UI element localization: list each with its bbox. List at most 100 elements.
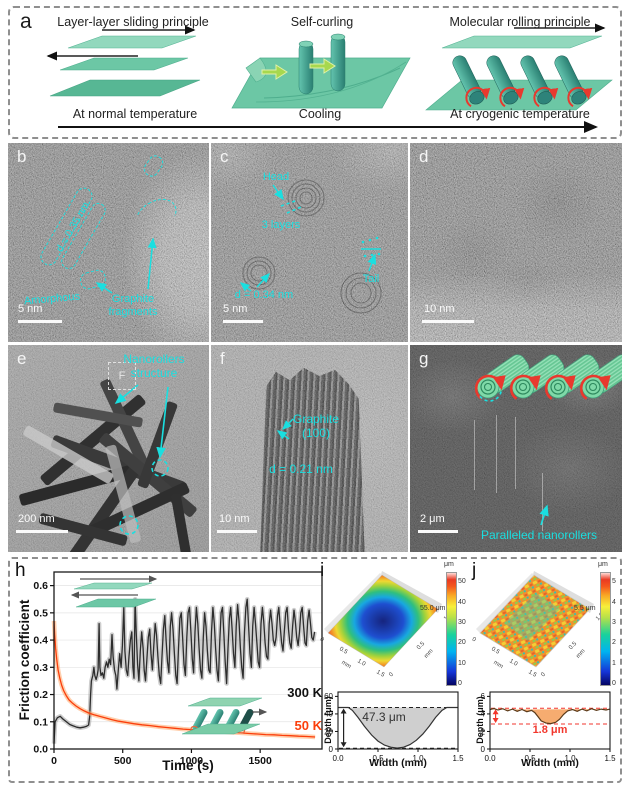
surface-3d-i <box>324 571 442 668</box>
sheet-middle <box>59 57 189 71</box>
x-tick-label: 1500 <box>248 755 272 767</box>
green-nanorollers <box>474 354 622 402</box>
head-arrow-icon <box>272 184 284 201</box>
colorbar-tick-label: 0 <box>612 680 616 687</box>
y-tick-label: 0.2 <box>33 689 48 701</box>
y-tick-label: 2 <box>481 727 486 736</box>
y-tick-label: 40 <box>324 710 333 719</box>
colorbar-tick-label: 30 <box>458 618 466 626</box>
profile-i-x-label: Width (mm) <box>369 757 427 769</box>
arrowhead-up-icon <box>340 708 347 714</box>
axis-tick-label: 1.0 <box>356 657 367 668</box>
schematic-title-sliding: Layer-layer sliding principle <box>57 15 209 29</box>
tail-annotation: Tail <box>362 273 380 285</box>
axis-tick-label: 0.5 <box>337 646 348 657</box>
axis-tick-label: 1.5 <box>375 669 386 679</box>
friction-chart: 0 500 1000 1500 0.0 0.1 0.2 0.3 0.4 0.5 0.6 <box>33 571 323 767</box>
schematic-title-rolling: Molecular rolling principle <box>449 15 591 29</box>
profile-trace <box>489 707 611 725</box>
series-label-300K: 300 K <box>287 685 322 700</box>
x-tick-label: 0.5 <box>524 754 536 763</box>
tail-arrow-icon <box>367 253 377 272</box>
plot-frame <box>53 571 323 750</box>
sheet-top <box>67 35 197 49</box>
series-line <box>53 598 316 744</box>
sheet-bottom <box>49 79 201 97</box>
colorbar-i <box>446 572 457 686</box>
x-tick-label: 500 <box>114 755 132 767</box>
tail-dots <box>361 236 381 258</box>
head-dash-mark <box>286 206 302 214</box>
friction-x-axis-label: Time (s) <box>162 758 214 773</box>
axis-tick-label: 1.5 <box>527 669 538 679</box>
rotation-arrow-icon <box>465 86 491 108</box>
caption-normal-temp: At normal temperature <box>72 107 198 121</box>
y-tick-label: 0.1 <box>33 716 48 728</box>
y-tick-label: 0.3 <box>33 662 48 674</box>
colorbar-tick-label: 1 <box>612 659 616 667</box>
colorbar-i-title: μm <box>444 561 454 568</box>
x-tick-label: 1.5 <box>604 754 616 763</box>
panel-d-label: d <box>419 147 429 166</box>
axis-unit-label: mm <box>575 648 587 660</box>
parallel-arrow-icon <box>539 504 549 526</box>
axis-tick-label: 0 <box>540 671 548 679</box>
series-label-50K: 50 K <box>294 718 322 733</box>
schematic-title-curling: Self-curling <box>290 15 354 29</box>
colorbar-tick-label: 5 <box>612 578 616 586</box>
fragment-arrow-icon <box>147 237 157 290</box>
panel-d-micrograph: d 10 nm <box>410 143 622 342</box>
nanoroller-cylinders <box>452 55 593 108</box>
x-tick-label: 1.0 <box>564 754 576 763</box>
scale-bar-text: 10 nm <box>219 513 250 525</box>
profile-j-y-label: Depth (μm) <box>475 696 485 744</box>
scale-bar <box>418 530 458 533</box>
scale-bar-text: 200 nm <box>18 513 55 525</box>
x-tick-label: 1.0 <box>412 754 424 763</box>
y-tick-label: 6 <box>481 692 486 701</box>
plot-frame <box>337 691 459 750</box>
d-spacing-annotation: d = 0.21 nm <box>269 462 333 476</box>
panel-a-label: a <box>20 10 32 33</box>
caption-cooling: Cooling <box>298 107 342 121</box>
caption-cryo-temp: At cryogenic temperature <box>450 107 590 121</box>
profile-i-y-label: Depth (μm) <box>323 696 333 744</box>
y-tick-label: 4 <box>481 710 486 719</box>
plot-frame <box>489 691 611 750</box>
colorbar-tick-label: 4 <box>612 598 616 606</box>
wear-profile-j: 0.0 0.5 1.0 1.5 0 2 4 6 <box>481 691 616 763</box>
head-annotation: Head <box>262 171 290 183</box>
spacing-arrow-icon <box>256 272 270 288</box>
panel-c-label: c <box>220 147 229 166</box>
curl-roll <box>330 34 346 92</box>
wear-depth-annotation-j: 1.8 μm <box>532 724 568 736</box>
axis-unit-label: mm <box>492 659 504 671</box>
surface-3d-j <box>476 571 594 668</box>
panel-e-micrograph: e F Nanorollers structure 200 nm <box>8 345 209 552</box>
rotation-arrow-icon <box>533 86 559 108</box>
colorbar-j <box>600 572 611 686</box>
sliding-sheets-inset <box>70 575 158 608</box>
axis-unit-label: mm <box>423 648 435 660</box>
profile-j-x-label: Width (mm) <box>521 757 579 769</box>
colorbar-tick-label: 50 <box>458 578 466 586</box>
panel-h-label: h <box>15 560 26 581</box>
arrowhead-up-icon <box>492 709 499 715</box>
rolling-top-sheet <box>441 35 603 49</box>
d-spacing-annotation: d = 0.34 nm <box>234 289 294 301</box>
scale-bar <box>18 320 62 323</box>
x-tick-label: 0.5 <box>372 754 384 763</box>
x-tick-label: 1000 <box>180 755 204 767</box>
z-max-label-i: 55.0 μm <box>420 605 446 612</box>
scale-bar-text: 5 nm <box>18 303 43 315</box>
paralleled-nanorollers-annotation: Paralleled nanorollers <box>480 528 598 542</box>
roller-end-circle <box>151 459 169 477</box>
rolling-inset <box>181 697 268 735</box>
wear-area <box>338 707 458 749</box>
scale-bar-text: 5 nm <box>223 303 248 315</box>
panel-f-micrograph: f Graphite (100) d = 0.21 nm 10 nm <box>211 345 408 552</box>
axis-tick-label: 0 <box>470 636 477 644</box>
